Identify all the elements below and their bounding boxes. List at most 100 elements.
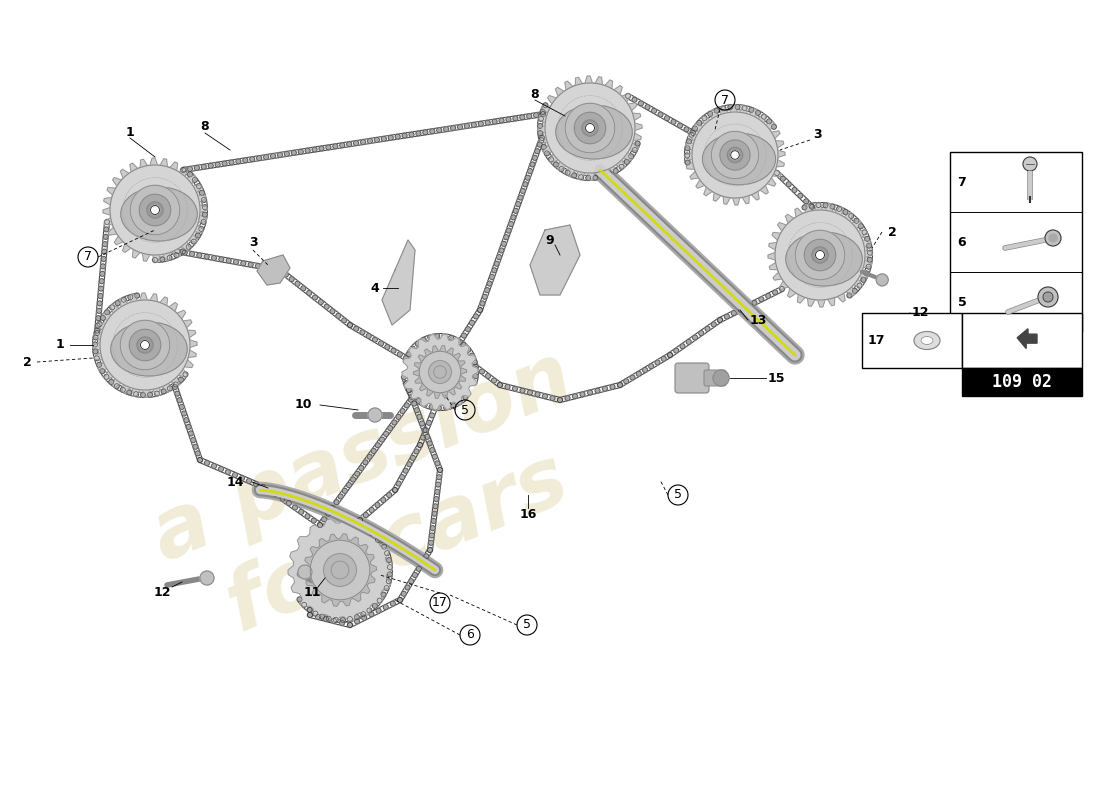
Circle shape (428, 547, 432, 553)
Circle shape (381, 592, 386, 597)
Text: 5: 5 (674, 489, 682, 502)
Circle shape (565, 396, 570, 401)
Circle shape (311, 518, 317, 523)
Circle shape (340, 621, 344, 626)
Circle shape (638, 101, 644, 106)
Text: 6: 6 (958, 235, 966, 249)
Circle shape (852, 289, 857, 294)
Ellipse shape (921, 337, 933, 345)
Circle shape (712, 322, 716, 327)
Circle shape (686, 339, 691, 344)
Circle shape (409, 578, 414, 584)
Circle shape (342, 488, 348, 494)
Circle shape (182, 167, 187, 172)
Circle shape (318, 299, 323, 305)
Circle shape (104, 310, 110, 315)
Circle shape (174, 253, 179, 258)
Circle shape (482, 294, 487, 299)
Polygon shape (402, 334, 478, 410)
Circle shape (173, 382, 178, 387)
Circle shape (487, 281, 492, 286)
Circle shape (386, 579, 392, 584)
Circle shape (232, 473, 238, 478)
Circle shape (363, 513, 368, 518)
Circle shape (514, 208, 518, 214)
Circle shape (183, 250, 187, 255)
Circle shape (153, 258, 157, 262)
Circle shape (114, 384, 119, 389)
Circle shape (197, 253, 201, 258)
Circle shape (504, 234, 508, 240)
Circle shape (499, 248, 504, 253)
Circle shape (720, 106, 726, 111)
Circle shape (368, 408, 382, 422)
Text: 5: 5 (461, 403, 469, 417)
Circle shape (761, 114, 767, 119)
Circle shape (499, 118, 504, 123)
Circle shape (823, 203, 828, 208)
Circle shape (331, 561, 349, 579)
Circle shape (541, 145, 547, 150)
Circle shape (443, 405, 449, 410)
Circle shape (348, 322, 352, 327)
Circle shape (284, 272, 288, 277)
Circle shape (535, 149, 540, 154)
Circle shape (96, 316, 101, 321)
Circle shape (240, 475, 244, 481)
Circle shape (727, 147, 742, 162)
Circle shape (387, 565, 393, 570)
Circle shape (837, 206, 842, 211)
Circle shape (250, 157, 255, 162)
Circle shape (180, 249, 186, 254)
Circle shape (429, 413, 434, 418)
Circle shape (728, 105, 733, 110)
Circle shape (133, 392, 139, 397)
Circle shape (506, 117, 512, 122)
Circle shape (399, 474, 405, 480)
Circle shape (702, 115, 707, 121)
Circle shape (387, 572, 393, 577)
Circle shape (201, 164, 207, 170)
Text: 2: 2 (888, 226, 896, 238)
Text: 12: 12 (912, 306, 930, 319)
Circle shape (340, 618, 345, 622)
Circle shape (434, 334, 440, 338)
Circle shape (654, 360, 660, 365)
Circle shape (513, 386, 517, 391)
Circle shape (696, 120, 702, 126)
Circle shape (208, 163, 213, 168)
Circle shape (359, 466, 364, 470)
Circle shape (404, 355, 408, 361)
Circle shape (205, 254, 209, 259)
Circle shape (404, 468, 408, 474)
Circle shape (502, 242, 506, 246)
Circle shape (374, 138, 379, 142)
Circle shape (378, 341, 384, 346)
Circle shape (472, 360, 477, 365)
Circle shape (427, 441, 432, 446)
Circle shape (402, 591, 406, 596)
Circle shape (473, 314, 478, 319)
Circle shape (412, 391, 418, 397)
Circle shape (189, 251, 195, 257)
Circle shape (417, 414, 422, 419)
Circle shape (293, 505, 297, 510)
Circle shape (385, 550, 389, 556)
Circle shape (451, 403, 455, 408)
Circle shape (899, 324, 913, 338)
Circle shape (312, 295, 318, 300)
Circle shape (410, 455, 416, 460)
Circle shape (327, 616, 331, 622)
Circle shape (626, 94, 630, 98)
Circle shape (651, 108, 657, 114)
Circle shape (862, 230, 867, 235)
Circle shape (195, 166, 199, 170)
Circle shape (404, 358, 408, 363)
Circle shape (308, 613, 312, 618)
Circle shape (318, 522, 322, 527)
Circle shape (419, 351, 461, 393)
Circle shape (297, 597, 302, 602)
Circle shape (241, 261, 245, 266)
Circle shape (377, 598, 382, 603)
Circle shape (745, 304, 750, 309)
